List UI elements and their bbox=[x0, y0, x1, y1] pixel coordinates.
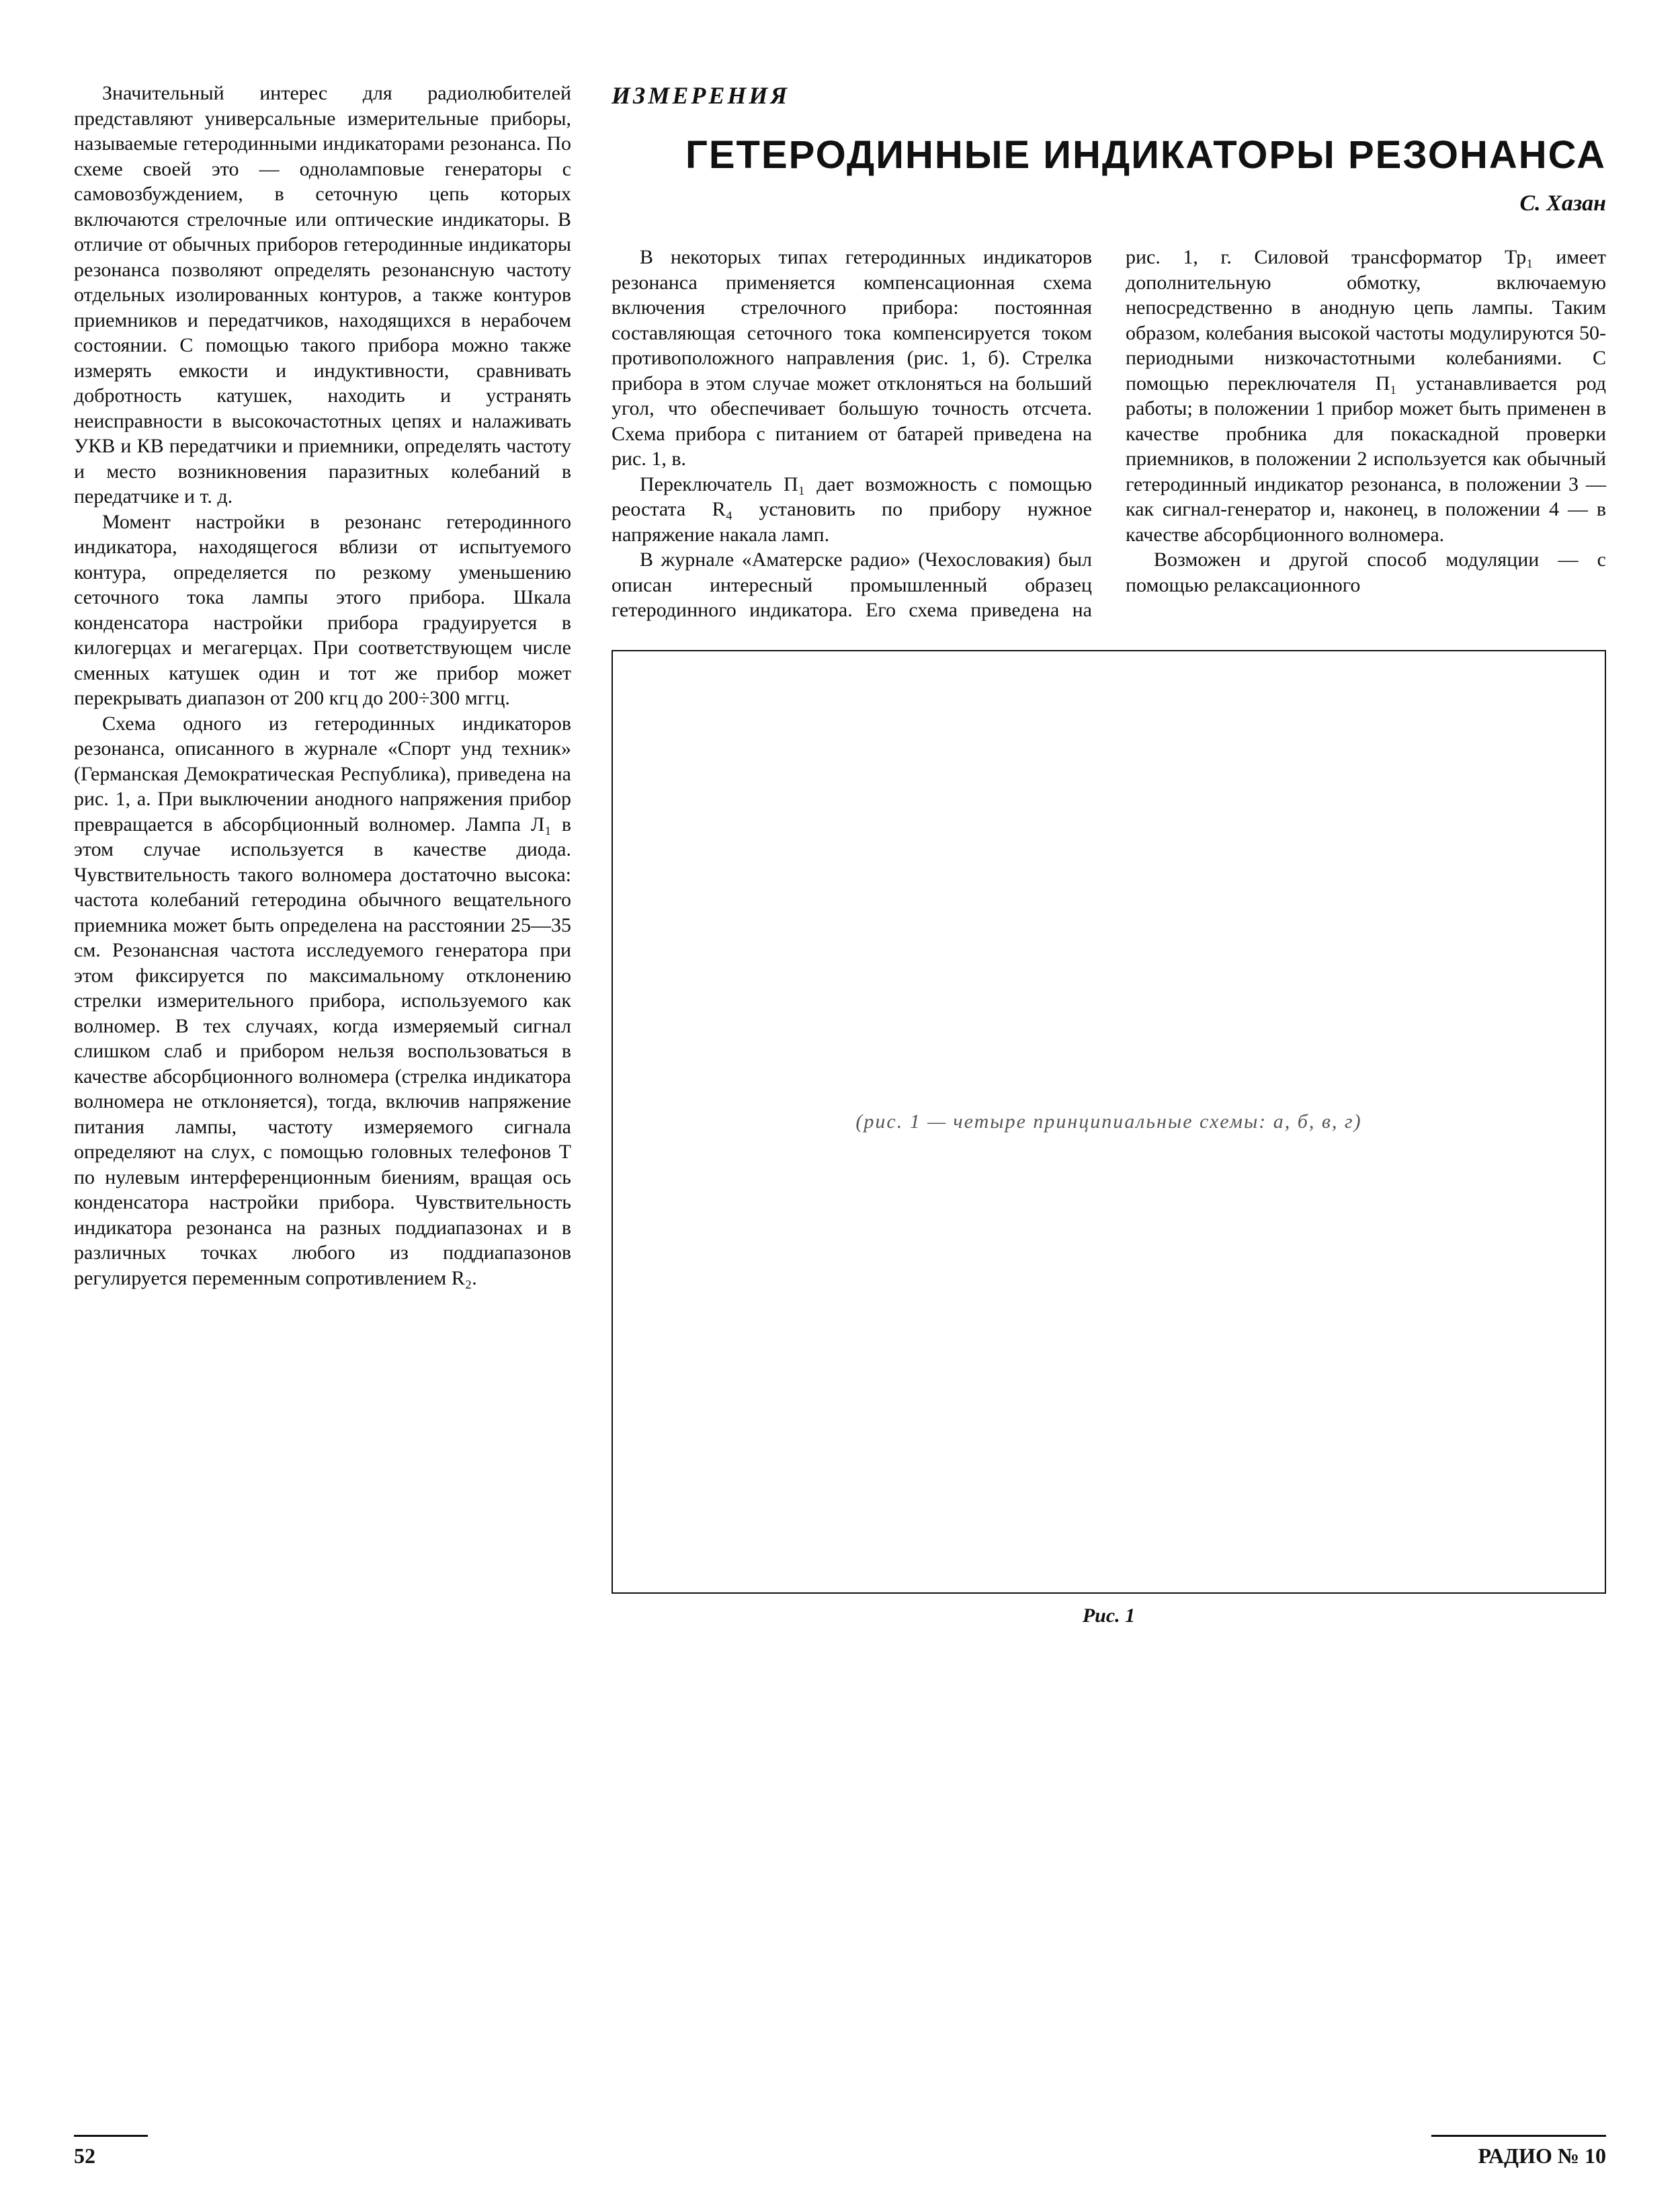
column-right: ИЗМЕРЕНИЯ ГЕТЕРОДИННЫЕ ИНДИКАТОРЫ РЕЗОНА… bbox=[612, 81, 1606, 1628]
article-author: С. Хазан bbox=[612, 190, 1606, 218]
figure-1: (рис. 1 — четыре принципиальные схемы: а… bbox=[612, 650, 1606, 1629]
top-grid: Значительный интерес для радиолюбителей … bbox=[74, 81, 1606, 1628]
page-footer: 52 РАДИО № 10 bbox=[74, 2135, 1606, 2169]
section-rubric: ИЗМЕРЕНИЯ bbox=[612, 81, 1606, 111]
paragraph: Переключатель П₁ дает возможность с помо… bbox=[612, 472, 1092, 548]
paragraph: В некоторых типах гетеродинных индикатор… bbox=[612, 245, 1092, 472]
page-number: 52 bbox=[74, 2135, 148, 2169]
article-title: ГЕТЕРОДИННЫЕ ИНДИКАТОРЫ РЕЗОНАНСА bbox=[612, 131, 1606, 180]
figure-1-schematics: (рис. 1 — четыре принципиальные схемы: а… bbox=[612, 650, 1606, 1594]
page: Значительный интерес для радиолюбителей … bbox=[0, 0, 1680, 2196]
right-text-columns: В некоторых типах гетеродинных индикатор… bbox=[612, 245, 1606, 623]
paragraph: Возможен и другой способ модуляции — с п… bbox=[1126, 547, 1606, 598]
figure-1-caption: Рис. 1 bbox=[612, 1603, 1606, 1629]
paragraph: Момент настройки в резонанс гетеродинног… bbox=[74, 510, 571, 711]
paragraph: Значительный интерес для радиолюбителей … bbox=[74, 81, 571, 510]
paragraph: Схема одного из гетеродинных индикаторов… bbox=[74, 711, 571, 1291]
column-left: Значительный интерес для радиолюбителей … bbox=[74, 81, 571, 1628]
journal-label: РАДИО № 10 bbox=[1431, 2135, 1606, 2169]
